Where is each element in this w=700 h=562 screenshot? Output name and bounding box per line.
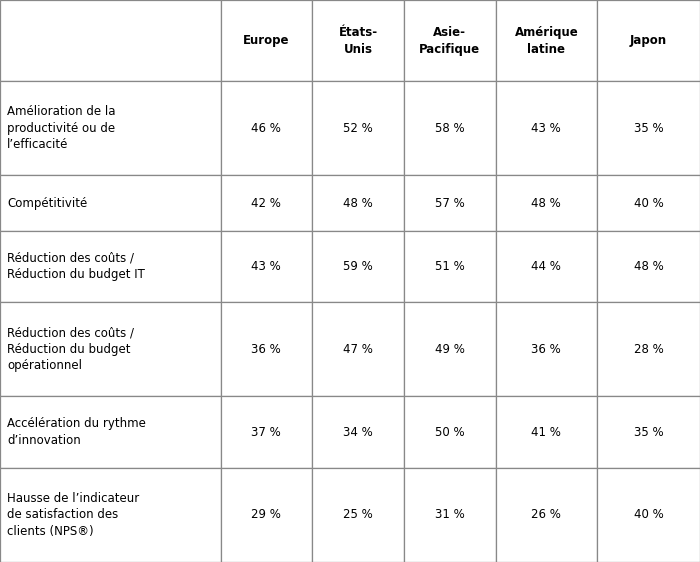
Text: Réduction des coûts /
Réduction du budget IT: Réduction des coûts / Réduction du budge… — [7, 252, 145, 281]
Bar — [496, 81, 597, 175]
Bar — [312, 0, 404, 81]
Bar — [597, 175, 700, 230]
Bar — [597, 0, 700, 81]
Text: 44 %: 44 % — [531, 260, 561, 273]
Text: États-
Unis: États- Unis — [339, 26, 377, 56]
Bar — [312, 230, 404, 302]
Text: 28 %: 28 % — [634, 343, 664, 356]
Text: 25 %: 25 % — [343, 509, 373, 522]
Text: 48 %: 48 % — [531, 197, 561, 210]
Text: 49 %: 49 % — [435, 343, 465, 356]
Bar — [404, 230, 496, 302]
Text: 31 %: 31 % — [435, 509, 465, 522]
Text: 35 %: 35 % — [634, 122, 664, 135]
Text: 34 %: 34 % — [343, 425, 373, 438]
Bar — [0, 230, 220, 302]
Bar — [496, 468, 597, 562]
Text: 51 %: 51 % — [435, 260, 465, 273]
Text: Europe: Europe — [243, 34, 290, 47]
Bar — [597, 81, 700, 175]
Bar — [220, 396, 312, 468]
Bar — [0, 0, 220, 81]
Text: Amélioration de la
productivité ou de
l’efficacité: Amélioration de la productivité ou de l’… — [7, 105, 116, 151]
Text: 52 %: 52 % — [343, 122, 373, 135]
Text: 57 %: 57 % — [435, 197, 465, 210]
Text: 48 %: 48 % — [634, 260, 664, 273]
Bar — [220, 0, 312, 81]
Text: 59 %: 59 % — [343, 260, 373, 273]
Text: 48 %: 48 % — [343, 197, 373, 210]
Text: 47 %: 47 % — [343, 343, 373, 356]
Bar — [312, 81, 404, 175]
Bar — [0, 468, 220, 562]
Bar — [597, 468, 700, 562]
Bar — [404, 0, 496, 81]
Text: 46 %: 46 % — [251, 122, 281, 135]
Text: Amérique
latine: Amérique latine — [514, 26, 578, 56]
Bar — [404, 396, 496, 468]
Bar — [220, 302, 312, 396]
Bar — [220, 175, 312, 230]
Text: Réduction des coûts /
Réduction du budget
opérationnel: Réduction des coûts / Réduction du budge… — [7, 326, 134, 372]
Text: 43 %: 43 % — [531, 122, 561, 135]
Text: 43 %: 43 % — [251, 260, 281, 273]
Bar — [220, 81, 312, 175]
Text: Japon: Japon — [630, 34, 667, 47]
Text: 37 %: 37 % — [251, 425, 281, 438]
Bar — [0, 396, 220, 468]
Text: 26 %: 26 % — [531, 509, 561, 522]
Bar — [404, 302, 496, 396]
Bar — [0, 302, 220, 396]
Text: 29 %: 29 % — [251, 509, 281, 522]
Bar — [496, 396, 597, 468]
Bar — [312, 396, 404, 468]
Bar — [496, 175, 597, 230]
Text: 42 %: 42 % — [251, 197, 281, 210]
Text: 35 %: 35 % — [634, 425, 664, 438]
Text: 58 %: 58 % — [435, 122, 465, 135]
Text: 50 %: 50 % — [435, 425, 465, 438]
Bar — [220, 230, 312, 302]
Text: 40 %: 40 % — [634, 197, 664, 210]
Bar — [496, 230, 597, 302]
Bar — [404, 175, 496, 230]
Bar — [0, 81, 220, 175]
Bar — [312, 175, 404, 230]
Bar — [404, 81, 496, 175]
Bar — [496, 0, 597, 81]
Text: 40 %: 40 % — [634, 509, 664, 522]
Text: 36 %: 36 % — [531, 343, 561, 356]
Text: Accélération du rythme
d’innovation: Accélération du rythme d’innovation — [7, 418, 146, 447]
Bar — [312, 468, 404, 562]
Text: Compétitivité: Compétitivité — [7, 197, 88, 210]
Text: 41 %: 41 % — [531, 425, 561, 438]
Text: Asie-
Pacifique: Asie- Pacifique — [419, 26, 480, 56]
Bar — [404, 468, 496, 562]
Bar — [597, 396, 700, 468]
Bar — [312, 302, 404, 396]
Bar — [0, 175, 220, 230]
Bar — [597, 302, 700, 396]
Text: Hausse de l’indicateur
de satisfaction des
clients (NPS®): Hausse de l’indicateur de satisfaction d… — [7, 492, 139, 538]
Text: 36 %: 36 % — [251, 343, 281, 356]
Bar — [220, 468, 312, 562]
Bar — [496, 302, 597, 396]
Bar — [597, 230, 700, 302]
